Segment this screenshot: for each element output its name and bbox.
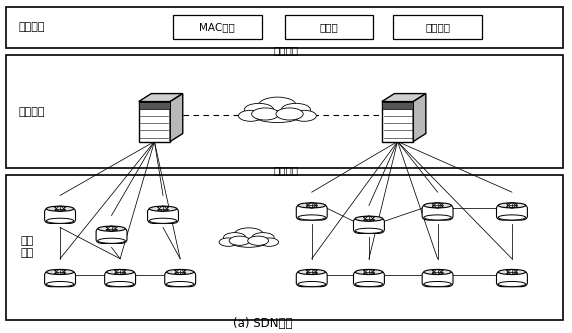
Ellipse shape — [219, 238, 238, 246]
Ellipse shape — [149, 218, 177, 223]
FancyBboxPatch shape — [422, 204, 453, 220]
Ellipse shape — [232, 238, 265, 247]
FancyBboxPatch shape — [382, 102, 413, 142]
Ellipse shape — [298, 281, 325, 287]
Ellipse shape — [224, 233, 246, 242]
Ellipse shape — [298, 269, 325, 274]
Text: 应用平面: 应用平面 — [18, 22, 45, 33]
Ellipse shape — [248, 236, 268, 245]
Ellipse shape — [355, 228, 383, 233]
Ellipse shape — [424, 281, 451, 287]
Ellipse shape — [46, 269, 74, 274]
Bar — [173, 16, 262, 40]
FancyBboxPatch shape — [148, 208, 178, 223]
Text: 防火墙: 防火墙 — [320, 22, 338, 33]
Ellipse shape — [498, 203, 526, 208]
Ellipse shape — [259, 97, 296, 113]
FancyBboxPatch shape — [496, 204, 527, 220]
Ellipse shape — [498, 269, 526, 274]
Text: (a) SDN架构: (a) SDN架构 — [233, 317, 293, 330]
FancyBboxPatch shape — [45, 208, 76, 223]
Ellipse shape — [46, 281, 74, 287]
FancyBboxPatch shape — [422, 271, 453, 287]
Text: 负载均衡: 负载均衡 — [425, 22, 450, 33]
Ellipse shape — [46, 206, 74, 211]
Polygon shape — [382, 94, 426, 102]
Ellipse shape — [46, 218, 74, 223]
Text: 控制平面: 控制平面 — [18, 107, 45, 117]
Text: MAC学习: MAC学习 — [200, 22, 235, 33]
Polygon shape — [139, 94, 183, 102]
FancyBboxPatch shape — [96, 228, 127, 243]
Ellipse shape — [298, 215, 325, 220]
Ellipse shape — [256, 111, 299, 123]
Ellipse shape — [244, 103, 273, 116]
FancyBboxPatch shape — [105, 271, 136, 287]
FancyBboxPatch shape — [296, 271, 327, 287]
Ellipse shape — [229, 236, 250, 245]
Text: 数据
平面: 数据 平面 — [21, 236, 34, 258]
Ellipse shape — [292, 110, 316, 121]
Ellipse shape — [106, 281, 134, 287]
Ellipse shape — [281, 103, 311, 116]
Ellipse shape — [98, 226, 125, 231]
Polygon shape — [170, 94, 183, 142]
FancyBboxPatch shape — [45, 271, 76, 287]
Polygon shape — [413, 94, 426, 142]
Ellipse shape — [235, 228, 263, 240]
Ellipse shape — [355, 281, 383, 287]
Ellipse shape — [260, 238, 279, 246]
FancyBboxPatch shape — [353, 218, 384, 233]
Ellipse shape — [149, 206, 177, 211]
FancyBboxPatch shape — [353, 271, 384, 287]
Ellipse shape — [424, 203, 451, 208]
Ellipse shape — [98, 238, 125, 243]
Ellipse shape — [355, 216, 383, 221]
Text: 南向接口: 南向接口 — [273, 165, 299, 175]
Ellipse shape — [166, 281, 194, 287]
FancyBboxPatch shape — [139, 102, 170, 142]
FancyBboxPatch shape — [382, 102, 413, 109]
Bar — [394, 16, 482, 40]
Ellipse shape — [252, 233, 274, 242]
Ellipse shape — [252, 108, 279, 120]
Bar — [285, 16, 374, 40]
Bar — [6, 175, 563, 320]
Ellipse shape — [106, 269, 134, 274]
Ellipse shape — [355, 269, 383, 274]
Ellipse shape — [239, 110, 263, 121]
FancyBboxPatch shape — [296, 204, 327, 220]
FancyBboxPatch shape — [496, 271, 527, 287]
Ellipse shape — [166, 269, 194, 274]
Ellipse shape — [424, 215, 451, 220]
Ellipse shape — [276, 108, 303, 120]
Ellipse shape — [424, 269, 451, 274]
Ellipse shape — [298, 203, 325, 208]
Ellipse shape — [498, 215, 526, 220]
FancyBboxPatch shape — [139, 102, 170, 109]
Bar — [6, 55, 563, 168]
FancyBboxPatch shape — [165, 271, 196, 287]
Text: 北向接口: 北向接口 — [273, 45, 299, 55]
Ellipse shape — [498, 281, 526, 287]
Bar — [6, 7, 563, 48]
